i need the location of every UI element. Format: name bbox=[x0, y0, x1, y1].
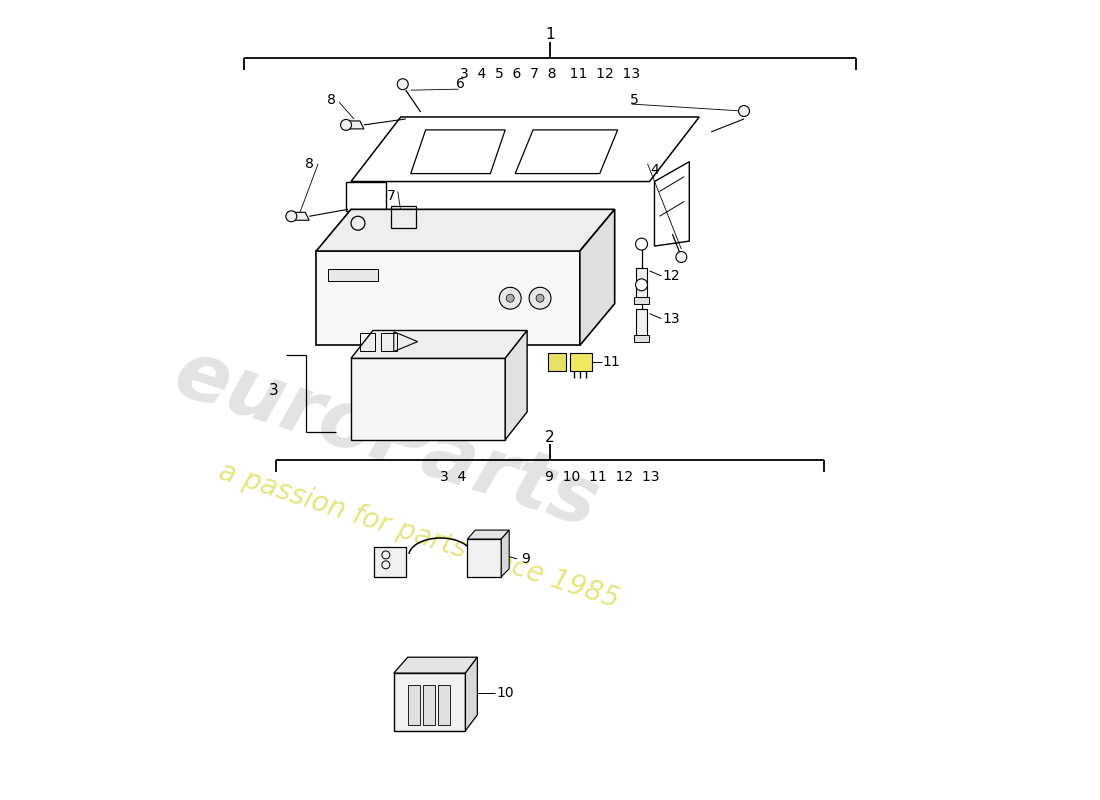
Polygon shape bbox=[346, 121, 364, 129]
Text: 6: 6 bbox=[456, 78, 465, 91]
Text: euroParts: euroParts bbox=[164, 334, 607, 545]
Bar bbox=[634, 335, 649, 342]
Circle shape bbox=[341, 119, 352, 130]
Circle shape bbox=[536, 294, 544, 302]
Circle shape bbox=[636, 279, 648, 290]
Polygon shape bbox=[465, 658, 477, 730]
Polygon shape bbox=[505, 330, 527, 440]
Bar bbox=[468, 539, 502, 577]
Circle shape bbox=[738, 106, 749, 117]
Text: 11: 11 bbox=[603, 355, 620, 370]
Circle shape bbox=[506, 294, 514, 302]
Bar bbox=[394, 673, 465, 730]
Bar bbox=[328, 269, 378, 281]
Text: 8: 8 bbox=[327, 93, 336, 107]
Text: a passion for parts since 1985: a passion for parts since 1985 bbox=[214, 457, 623, 614]
Text: 4: 4 bbox=[650, 162, 659, 177]
Bar bbox=[408, 685, 420, 725]
Text: 3  4                  9  10  11  12  13: 3 4 9 10 11 12 13 bbox=[440, 470, 660, 484]
Bar bbox=[634, 297, 649, 304]
Bar bbox=[570, 354, 592, 371]
Bar bbox=[548, 354, 565, 371]
Text: 3: 3 bbox=[268, 382, 278, 398]
Bar bbox=[382, 334, 397, 351]
Text: 3  4  5  6  7  8   11  12  13: 3 4 5 6 7 8 11 12 13 bbox=[460, 67, 640, 82]
Bar bbox=[374, 547, 406, 577]
Bar bbox=[438, 685, 450, 725]
Circle shape bbox=[675, 251, 686, 262]
Bar bbox=[636, 268, 647, 298]
Polygon shape bbox=[292, 212, 309, 220]
Polygon shape bbox=[316, 251, 580, 346]
Text: 9: 9 bbox=[520, 552, 529, 566]
Polygon shape bbox=[351, 330, 527, 358]
Text: 7: 7 bbox=[386, 190, 395, 203]
Circle shape bbox=[286, 211, 297, 222]
Text: 1: 1 bbox=[546, 27, 554, 42]
Text: 5: 5 bbox=[630, 93, 639, 107]
Bar bbox=[360, 334, 375, 351]
Bar bbox=[636, 309, 647, 337]
Text: 2: 2 bbox=[546, 430, 554, 445]
Circle shape bbox=[397, 78, 408, 90]
Text: 13: 13 bbox=[662, 311, 680, 326]
Text: 12: 12 bbox=[662, 269, 680, 283]
Bar bbox=[424, 685, 436, 725]
Polygon shape bbox=[351, 358, 505, 440]
Text: 8: 8 bbox=[305, 157, 314, 170]
Polygon shape bbox=[468, 530, 509, 539]
Polygon shape bbox=[580, 210, 615, 346]
Polygon shape bbox=[316, 210, 615, 251]
Polygon shape bbox=[502, 530, 509, 577]
Polygon shape bbox=[394, 658, 477, 673]
Circle shape bbox=[499, 287, 521, 309]
Circle shape bbox=[636, 238, 648, 250]
Text: 10: 10 bbox=[496, 686, 514, 700]
Circle shape bbox=[529, 287, 551, 309]
